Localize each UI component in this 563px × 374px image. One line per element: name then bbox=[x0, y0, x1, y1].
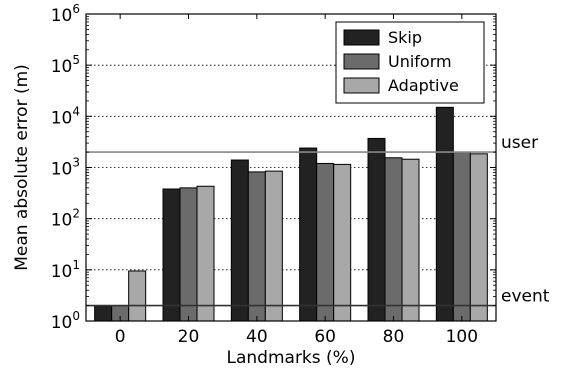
bar-uniform-40 bbox=[247, 171, 266, 322]
y-tick-label-5: 105 bbox=[51, 53, 80, 77]
bar-uniform-80 bbox=[384, 157, 403, 322]
legend-label-adaptive: Adaptive bbox=[388, 76, 459, 95]
y-tick-label-1: 101 bbox=[51, 258, 80, 282]
bar-skip-80 bbox=[367, 137, 386, 322]
legend-label-uniform: Uniform bbox=[388, 52, 452, 71]
bar-uniform-20 bbox=[179, 187, 198, 322]
bar-skip-100 bbox=[435, 106, 454, 322]
bar-skip-20 bbox=[162, 188, 181, 322]
y-tick-label-0: 100 bbox=[51, 309, 80, 333]
y-tick-label-3: 103 bbox=[51, 156, 80, 180]
bar-uniform-100 bbox=[452, 151, 471, 322]
reference-label-user: user bbox=[501, 133, 538, 153]
bar-adaptive-20 bbox=[196, 185, 215, 322]
bar-adaptive-0 bbox=[128, 270, 147, 322]
y-tick-label-4: 104 bbox=[51, 104, 80, 128]
bars bbox=[94, 106, 488, 322]
reference-lines: user event bbox=[86, 133, 550, 307]
y-tick-label-6: 106 bbox=[51, 2, 80, 26]
x-tick-label-100: 100 bbox=[446, 327, 478, 347]
y-axis-label: Mean absolute error (m) bbox=[12, 64, 32, 271]
x-tick-label-60: 60 bbox=[314, 327, 336, 347]
legend-swatch-adaptive bbox=[343, 77, 380, 94]
legend-label-skip: Skip bbox=[388, 28, 422, 47]
x-tick-label-40: 40 bbox=[246, 327, 268, 347]
x-tick-label-0: 0 bbox=[115, 327, 126, 347]
bar-skip-0 bbox=[94, 305, 113, 322]
legend: Skip Uniform Adaptive bbox=[335, 21, 485, 104]
legend-swatch-uniform bbox=[343, 53, 380, 70]
grid-lines bbox=[86, 64, 496, 271]
bar-skip-40 bbox=[230, 159, 249, 322]
bar-skip-60 bbox=[299, 147, 318, 322]
bar-adaptive-40 bbox=[264, 170, 283, 322]
legend-swatch-skip bbox=[343, 29, 380, 46]
bar-adaptive-60 bbox=[333, 163, 352, 322]
bar-adaptive-80 bbox=[401, 158, 420, 322]
x-tick-label-80: 80 bbox=[383, 327, 405, 347]
bar-adaptive-100 bbox=[469, 153, 488, 322]
y-tick-label-2: 102 bbox=[51, 207, 80, 231]
x-axis-ticks: 0 20 40 60 80 100 bbox=[115, 14, 478, 347]
x-tick-label-20: 20 bbox=[178, 327, 200, 347]
x-axis-label: Landmarks (%) bbox=[227, 348, 356, 368]
reference-label-event: event bbox=[501, 287, 550, 307]
y-axis-ticks: 100 101 102 103 104 105 106 bbox=[51, 2, 496, 333]
bar-uniform-60 bbox=[316, 162, 335, 322]
